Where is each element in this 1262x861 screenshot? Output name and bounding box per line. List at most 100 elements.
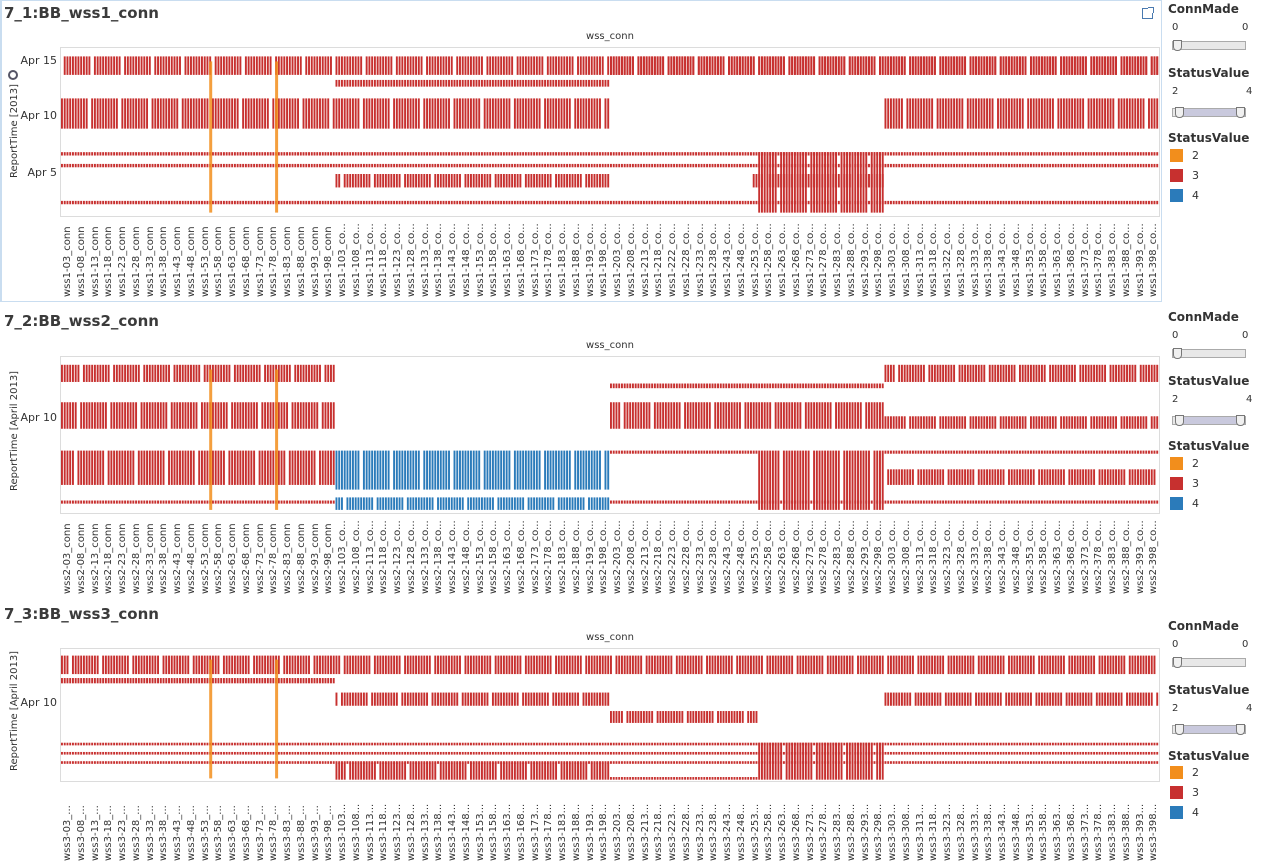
heatmap-cell	[1074, 656, 1076, 674]
heatmap-cell	[934, 365, 936, 382]
heatmap-cell	[319, 98, 321, 128]
heatmap-cell	[920, 451, 922, 454]
heatmap-cell	[259, 201, 261, 204]
x-tick-label: wss1-93_conn	[310, 226, 321, 297]
connmade-slider[interactable]	[1172, 41, 1246, 50]
x-tick-label: wss1-293_co...	[860, 223, 871, 297]
heatmap-cell	[1049, 501, 1051, 504]
status-band	[61, 451, 335, 485]
heatmap-cell	[385, 56, 387, 74]
heatmap-cell	[566, 152, 568, 155]
heatmap-cell	[723, 711, 725, 723]
connmade-slider[interactable]	[1172, 349, 1246, 358]
slider-handle-max[interactable]	[1236, 107, 1245, 118]
heatmap-cell	[561, 174, 563, 187]
heatmap-cell	[401, 693, 403, 706]
heatmap-cell	[1008, 416, 1010, 428]
heatmap-cell	[1057, 152, 1059, 155]
heatmap-cell	[355, 152, 357, 155]
heatmap-cell	[659, 201, 661, 204]
heatmap-plot[interactable]	[60, 648, 1160, 782]
statusvalue-slider[interactable]	[1172, 108, 1246, 117]
heatmap-plot[interactable]	[60, 356, 1160, 514]
popout-icon[interactable]	[1142, 8, 1153, 19]
heatmap-cell	[314, 678, 316, 683]
heatmap-cell	[605, 174, 607, 187]
heatmap-cell	[390, 201, 392, 204]
heatmap-cell	[983, 743, 985, 746]
slider-handle[interactable]	[1173, 348, 1182, 359]
legend-swatch-3[interactable]	[1170, 169, 1183, 182]
heatmap-cell	[198, 743, 200, 746]
heatmap-cell	[585, 743, 587, 746]
statusvalue-slider[interactable]	[1172, 416, 1246, 425]
heatmap-cell	[168, 152, 170, 155]
heatmap-cell	[539, 656, 541, 674]
heatmap-cell	[360, 174, 362, 187]
heatmap-cell	[366, 693, 368, 706]
slider-handle-max[interactable]	[1236, 415, 1245, 426]
heatmap-cell	[319, 743, 321, 746]
heatmap-cell	[88, 56, 90, 74]
heatmap-cell	[187, 451, 189, 485]
heatmap-cell	[986, 743, 988, 746]
heatmap-cell	[234, 164, 236, 167]
heatmap-cell	[467, 656, 469, 674]
legend-swatch-2[interactable]	[1170, 457, 1183, 470]
heatmap-cell	[1041, 656, 1043, 674]
heatmap-plot[interactable]	[60, 47, 1160, 217]
heatmap-cell	[736, 402, 738, 429]
heatmap-cell	[215, 56, 217, 74]
heatmap-cell	[1041, 451, 1043, 454]
heatmap-cell	[182, 98, 184, 128]
slider-handle-min[interactable]	[1175, 107, 1184, 118]
heatmap-cell	[967, 501, 969, 504]
heatmap-cell	[599, 201, 601, 204]
heatmap-cell	[300, 743, 302, 746]
heatmap-cell	[1115, 365, 1117, 382]
heatmap-cell	[470, 56, 472, 74]
heatmap-cell	[885, 164, 887, 167]
heatmap-cell	[451, 174, 453, 187]
heatmap-cell	[281, 365, 283, 382]
heatmap-cell	[555, 164, 557, 167]
heatmap-cell	[665, 402, 667, 429]
slider-handle-min[interactable]	[1175, 415, 1184, 426]
heatmap-cell	[585, 201, 587, 204]
heatmap-cell	[187, 743, 189, 746]
heatmap-cell	[110, 656, 112, 674]
heatmap-cell	[163, 98, 165, 128]
legend-swatch-3[interactable]	[1170, 477, 1183, 490]
heatmap-cell	[267, 201, 269, 204]
heatmap-cell	[412, 451, 414, 490]
heatmap-cell	[915, 501, 917, 504]
legend-swatch-4[interactable]	[1170, 497, 1183, 510]
heatmap-cell	[931, 164, 933, 167]
heatmap-cell	[1085, 469, 1087, 485]
legend-swatch-4[interactable]	[1170, 189, 1183, 202]
heatmap-cell	[193, 451, 195, 485]
heatmap-cell	[349, 152, 351, 155]
heatmap-cell	[544, 451, 546, 490]
heatmap-cell	[110, 98, 112, 128]
heatmap-cell	[341, 743, 343, 746]
heatmap-cell	[478, 98, 480, 128]
heatmap-cell	[596, 497, 598, 509]
heatmap-cell	[739, 56, 741, 74]
heatmap-cell	[533, 56, 535, 74]
heatmap-cell	[607, 743, 609, 746]
legend-swatch-2[interactable]	[1170, 149, 1183, 162]
heatmap-cell	[970, 451, 972, 454]
heatmap-cell	[1000, 201, 1002, 204]
heatmap-cell	[832, 201, 834, 204]
heatmap-cell	[174, 451, 176, 485]
heatmap-cell	[706, 656, 708, 674]
heatmap-cell	[613, 711, 615, 723]
heatmap-cell	[261, 743, 263, 746]
heatmap-cell	[1005, 56, 1007, 74]
heatmap-cell	[514, 174, 516, 187]
slider-handle[interactable]	[1173, 40, 1182, 51]
heatmap-cell	[1137, 501, 1139, 504]
heatmap-cell	[201, 164, 203, 167]
pin-icon[interactable]	[8, 70, 18, 80]
